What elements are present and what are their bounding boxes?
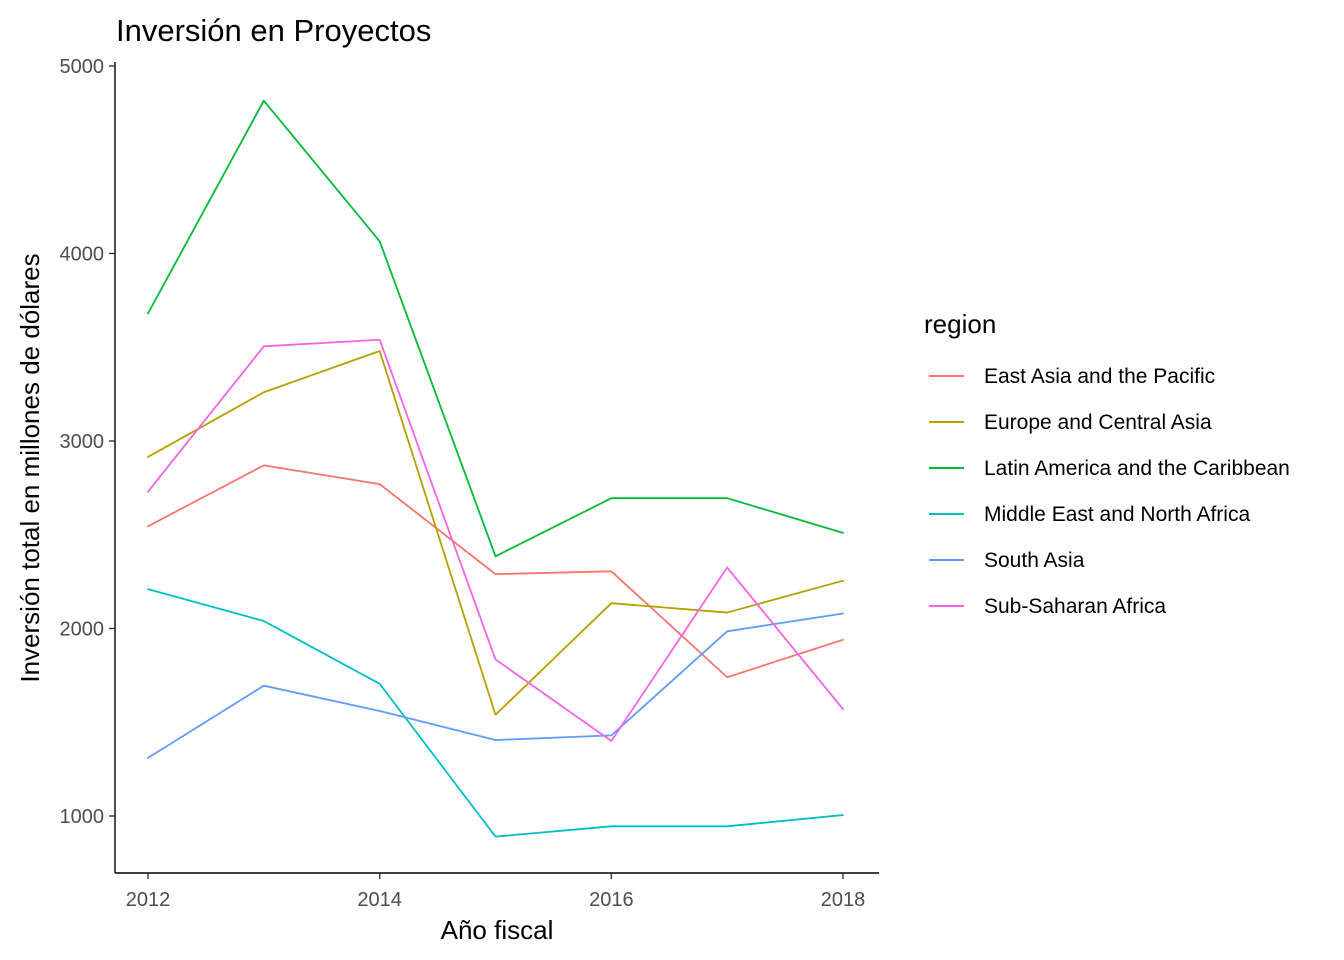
legend-label: South Asia <box>984 549 1085 572</box>
x-tick-label: 2012 <box>126 889 171 911</box>
y-axis-ticks: 1000 2000 3000 4000 5000 <box>60 56 115 828</box>
legend-title: region <box>924 309 996 339</box>
y-axis-title: Inversión total en millones de dólares <box>15 253 45 682</box>
series-line-south-asia <box>147 612 844 759</box>
legend-item-south-asia: South Asia <box>929 549 1085 572</box>
series-line-sub-saharan-africa <box>147 338 844 742</box>
legend-item-europe-and-central-asia: Europe and Central Asia <box>929 411 1212 434</box>
x-tick-label: 2014 <box>357 889 402 911</box>
legend-items: East Asia and the Pacific Europe and Cent… <box>929 365 1290 618</box>
y-tick-label: 1000 <box>60 806 105 828</box>
series-line-latin-america-and-the-caribbean <box>147 99 844 558</box>
legend-label: Latin America and the Caribbean <box>984 457 1290 480</box>
legend-item-sub-saharan-africa: Sub-Saharan Africa <box>929 595 1166 618</box>
x-tick-label: 2016 <box>589 889 634 911</box>
legend-item-middle-east-and-north-africa: Middle East and North Africa <box>929 503 1250 526</box>
legend-item-latin-america-and-the-caribbean: Latin America and the Caribbean <box>929 457 1290 480</box>
legend-label: East Asia and the Pacific <box>984 365 1215 388</box>
legend-label: Middle East and North Africa <box>984 503 1250 526</box>
series-line-europe-and-central-asia <box>147 350 844 716</box>
y-tick-label: 2000 <box>60 619 105 641</box>
legend-label: Sub-Saharan Africa <box>984 595 1166 618</box>
legend-item-east-asia-and-the-pacific: East Asia and the Pacific <box>929 365 1215 388</box>
series-line-east-asia-and-the-pacific <box>147 464 844 679</box>
series-line-middle-east-and-north-africa <box>147 588 844 838</box>
series-group <box>147 99 844 838</box>
y-tick-label: 5000 <box>60 56 105 78</box>
legend: region East Asia and the Pacific Europe a… <box>924 309 1290 618</box>
x-axis-ticks: 2012 2014 2016 2018 <box>126 873 866 911</box>
legend-label: Europe and Central Asia <box>984 411 1212 434</box>
plot-area: 1000 2000 3000 4000 5000 2012 2014 2016 2018 <box>60 56 879 911</box>
y-tick-label: 4000 <box>60 244 105 266</box>
y-tick-label: 3000 <box>60 431 105 453</box>
x-axis-title: Año fiscal <box>441 915 554 945</box>
x-tick-label: 2018 <box>821 889 866 911</box>
chart-title: Inversión en Proyectos <box>116 13 431 48</box>
